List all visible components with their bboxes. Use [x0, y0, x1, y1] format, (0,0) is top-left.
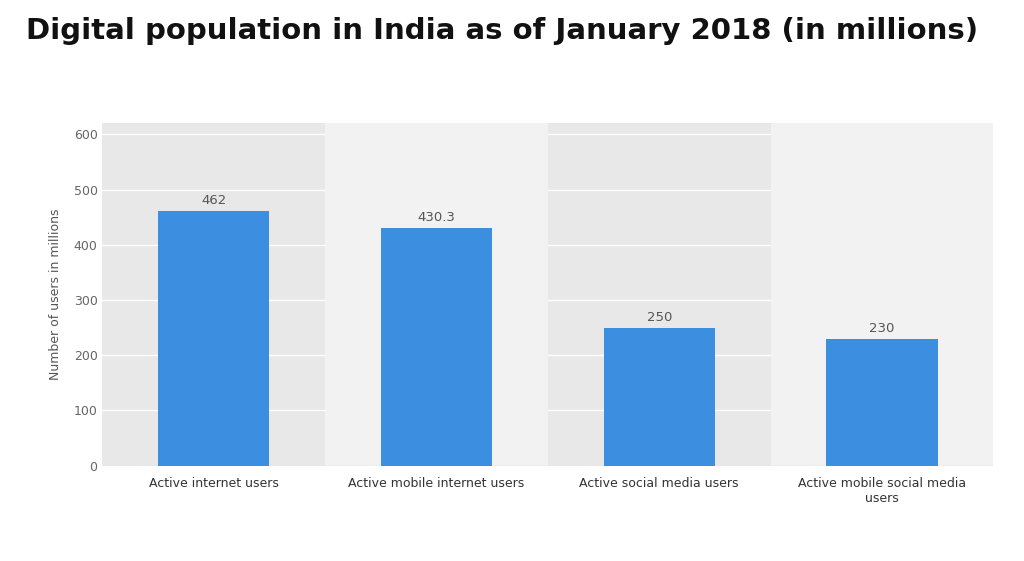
Y-axis label: Number of users in millions: Number of users in millions	[49, 209, 62, 380]
Bar	[603, 328, 715, 466]
Bar	[826, 339, 938, 466]
Text: 462: 462	[201, 194, 226, 207]
Text: 250: 250	[646, 311, 672, 324]
Text: 430.3: 430.3	[418, 211, 456, 224]
Bar	[381, 228, 493, 466]
Text: 230: 230	[869, 322, 895, 335]
Text: Digital population in India as of January 2018 (in millions): Digital population in India as of Januar…	[26, 17, 978, 45]
Bar	[326, 123, 548, 466]
Bar	[770, 123, 993, 466]
Bar	[158, 210, 269, 466]
